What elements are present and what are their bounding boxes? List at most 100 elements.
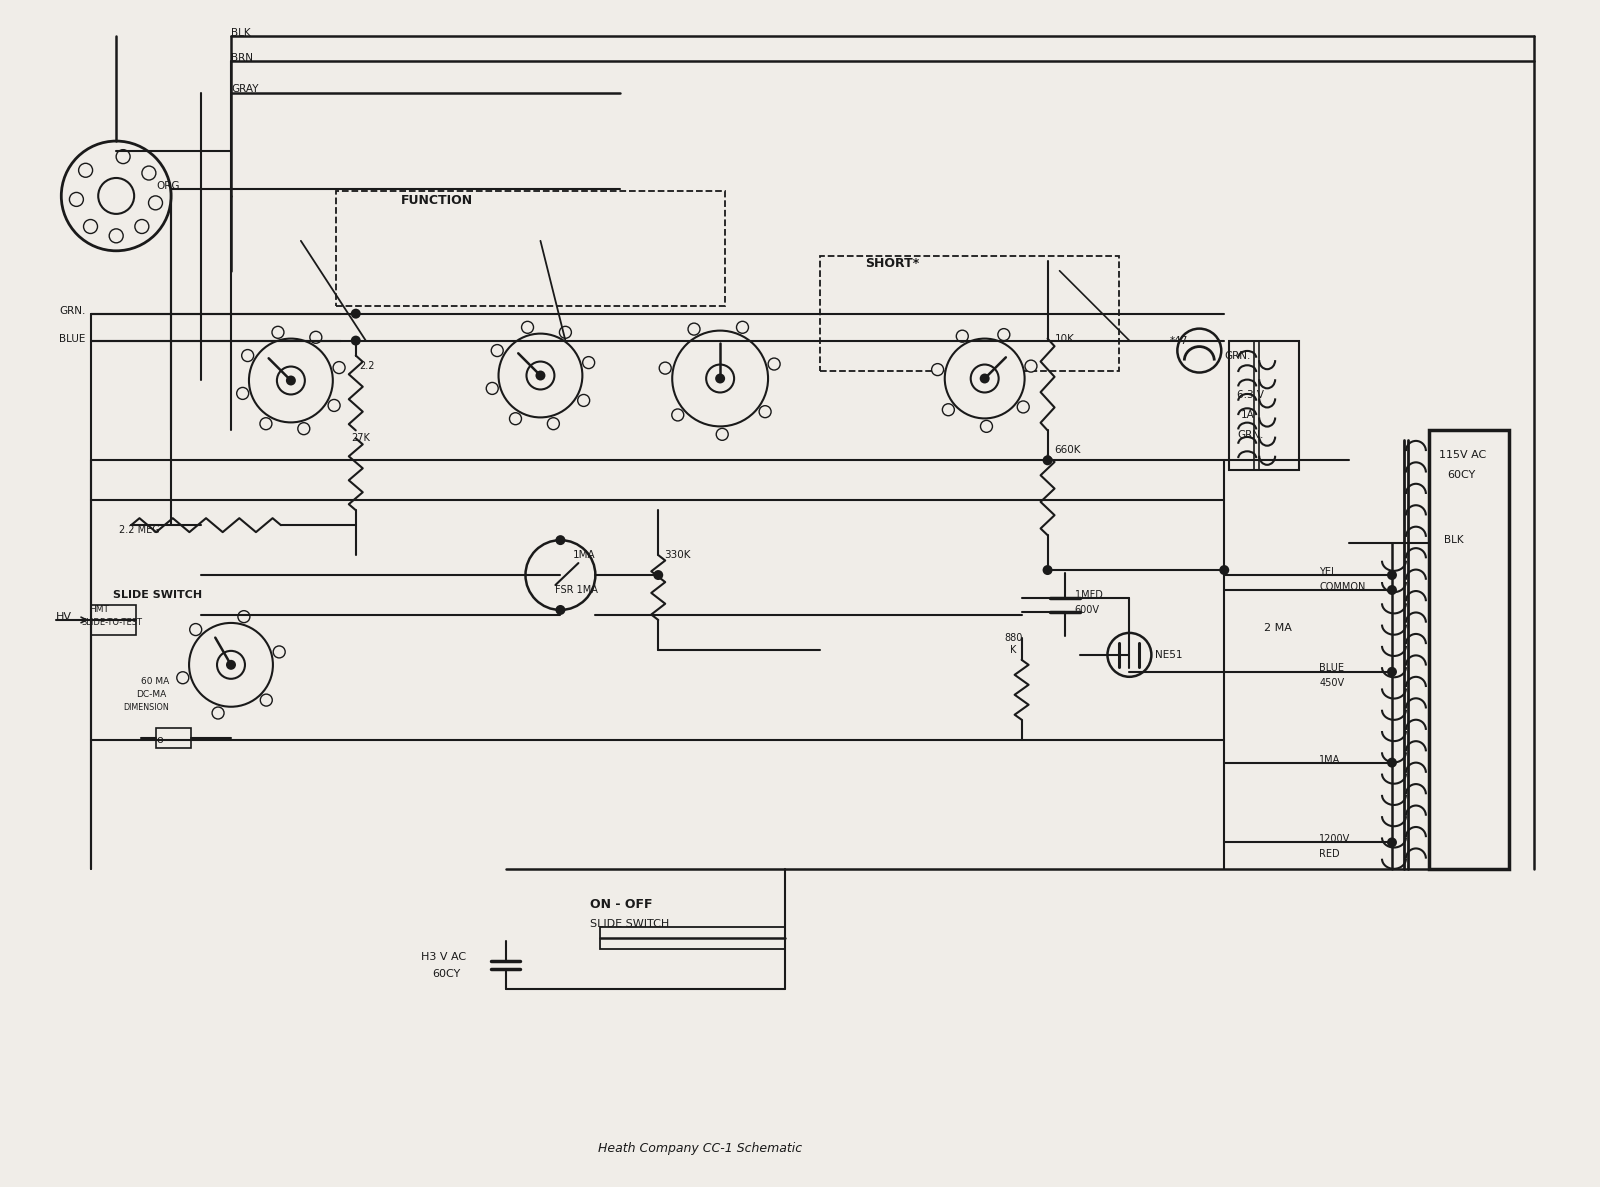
Circle shape bbox=[242, 350, 254, 362]
Text: o: o bbox=[157, 735, 163, 744]
Circle shape bbox=[142, 166, 155, 180]
Text: 1A: 1A bbox=[1242, 411, 1254, 420]
Text: Heath Company CC-1 Schematic: Heath Company CC-1 Schematic bbox=[598, 1142, 802, 1155]
Circle shape bbox=[176, 672, 189, 684]
Text: 330K: 330K bbox=[664, 550, 691, 560]
Circle shape bbox=[688, 323, 701, 335]
Text: 660K: 660K bbox=[1054, 445, 1082, 456]
Text: NE51: NE51 bbox=[1155, 649, 1182, 660]
Circle shape bbox=[328, 400, 341, 412]
Circle shape bbox=[672, 331, 768, 426]
Circle shape bbox=[250, 338, 333, 423]
Bar bbox=[819, 255, 1120, 370]
Text: HV: HV bbox=[56, 612, 72, 622]
Circle shape bbox=[190, 623, 202, 635]
Text: 450V: 450V bbox=[1318, 678, 1344, 687]
Circle shape bbox=[134, 220, 149, 234]
Circle shape bbox=[1026, 360, 1037, 372]
Text: 6.3 V: 6.3 V bbox=[1237, 391, 1264, 400]
Bar bbox=[1229, 341, 1299, 470]
Circle shape bbox=[509, 413, 522, 425]
Circle shape bbox=[659, 362, 672, 374]
Circle shape bbox=[350, 336, 360, 345]
Circle shape bbox=[931, 363, 944, 375]
Circle shape bbox=[78, 164, 93, 177]
Circle shape bbox=[981, 420, 992, 432]
Circle shape bbox=[98, 178, 134, 214]
Circle shape bbox=[582, 356, 595, 369]
Circle shape bbox=[715, 374, 725, 383]
Circle shape bbox=[350, 309, 360, 318]
Circle shape bbox=[736, 322, 749, 334]
Circle shape bbox=[218, 650, 245, 679]
Circle shape bbox=[998, 329, 1010, 341]
Bar bbox=[336, 191, 725, 306]
Text: SHORT*: SHORT* bbox=[866, 258, 918, 271]
Circle shape bbox=[189, 623, 274, 706]
Text: K: K bbox=[1010, 645, 1016, 655]
Circle shape bbox=[1387, 585, 1397, 595]
Text: 27K: 27K bbox=[350, 433, 370, 444]
Circle shape bbox=[333, 362, 346, 374]
Circle shape bbox=[499, 334, 582, 418]
Text: RED: RED bbox=[1318, 850, 1339, 859]
Circle shape bbox=[522, 322, 533, 334]
Text: BRN: BRN bbox=[230, 53, 253, 63]
Text: 1MA: 1MA bbox=[1318, 755, 1341, 764]
Text: 1MA: 1MA bbox=[573, 550, 595, 560]
Circle shape bbox=[971, 364, 998, 393]
Circle shape bbox=[768, 358, 781, 370]
Circle shape bbox=[653, 570, 664, 580]
Text: 880: 880 bbox=[1005, 633, 1022, 643]
Circle shape bbox=[560, 326, 571, 338]
Circle shape bbox=[536, 370, 546, 381]
Text: 2 MA: 2 MA bbox=[1264, 623, 1293, 633]
Circle shape bbox=[1387, 570, 1397, 580]
Circle shape bbox=[109, 229, 123, 243]
Text: 60CY: 60CY bbox=[1446, 470, 1475, 481]
Text: GRAY: GRAY bbox=[230, 84, 259, 94]
Text: FSR 1MA: FSR 1MA bbox=[555, 585, 598, 595]
Text: .1MFD: .1MFD bbox=[1072, 590, 1102, 599]
Text: GRN.: GRN. bbox=[1237, 431, 1264, 440]
Text: 2.2: 2.2 bbox=[358, 361, 374, 370]
Bar bbox=[1429, 431, 1509, 869]
Bar bbox=[157, 728, 190, 748]
Circle shape bbox=[672, 410, 683, 421]
Circle shape bbox=[1219, 565, 1229, 575]
Circle shape bbox=[238, 610, 250, 623]
Text: GRN.: GRN. bbox=[59, 306, 86, 316]
Circle shape bbox=[957, 330, 968, 342]
Text: BLUE: BLUE bbox=[59, 334, 86, 343]
Text: 115V AC: 115V AC bbox=[1438, 450, 1486, 461]
Text: YEL: YEL bbox=[1318, 567, 1336, 577]
Text: DC-MA: DC-MA bbox=[136, 691, 166, 699]
Circle shape bbox=[226, 660, 235, 669]
Circle shape bbox=[1043, 565, 1053, 575]
Text: ON - OFF: ON - OFF bbox=[590, 897, 653, 910]
Circle shape bbox=[758, 406, 771, 418]
Circle shape bbox=[526, 362, 555, 389]
Circle shape bbox=[259, 418, 272, 430]
Circle shape bbox=[61, 141, 171, 250]
Circle shape bbox=[1178, 329, 1221, 373]
Circle shape bbox=[555, 605, 565, 615]
Text: FUNCTION: FUNCTION bbox=[400, 195, 474, 208]
Text: SLIDE SWITCH: SLIDE SWITCH bbox=[590, 919, 670, 929]
Text: BLK: BLK bbox=[230, 28, 251, 38]
Circle shape bbox=[213, 707, 224, 719]
Circle shape bbox=[578, 394, 590, 406]
Circle shape bbox=[491, 344, 504, 356]
Text: 10K: 10K bbox=[1054, 334, 1075, 343]
Circle shape bbox=[525, 540, 595, 610]
Text: GRN.: GRN. bbox=[1224, 350, 1251, 361]
Circle shape bbox=[717, 429, 728, 440]
Circle shape bbox=[298, 423, 310, 434]
Circle shape bbox=[277, 367, 306, 394]
Circle shape bbox=[286, 375, 296, 386]
Circle shape bbox=[1387, 757, 1397, 768]
Text: BLUE: BLUE bbox=[1318, 662, 1344, 673]
Circle shape bbox=[1387, 667, 1397, 677]
Circle shape bbox=[555, 535, 565, 545]
Circle shape bbox=[83, 220, 98, 234]
